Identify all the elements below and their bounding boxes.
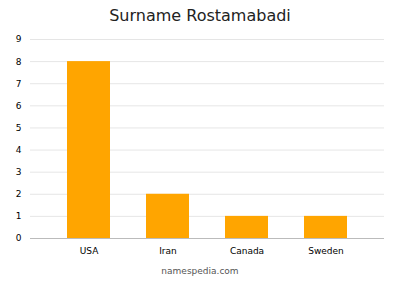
html-text:Surname Rostamabadi: Surname Rostamabadi [109,6,291,25]
html-text:namespedia.com: namespedia.com [161,266,239,276]
svg-text:0: 0 [16,233,22,243]
svg-text:3: 3 [16,167,22,177]
svg-text:5: 5 [16,123,22,133]
svg-text:6: 6 [16,101,22,111]
svg-text:Iran: Iran [159,246,177,256]
svg-text:9: 9 [16,34,22,44]
svg-text:7: 7 [16,79,22,89]
svg-text:4: 4 [16,145,22,155]
svg-text:Sweden: Sweden [308,246,344,256]
svg-text:Canada: Canada [230,246,264,256]
svg-text:8: 8 [16,56,22,66]
svg-text:1: 1 [16,211,22,221]
svg-text:USA: USA [80,246,99,256]
svg-text:2: 2 [16,189,22,199]
